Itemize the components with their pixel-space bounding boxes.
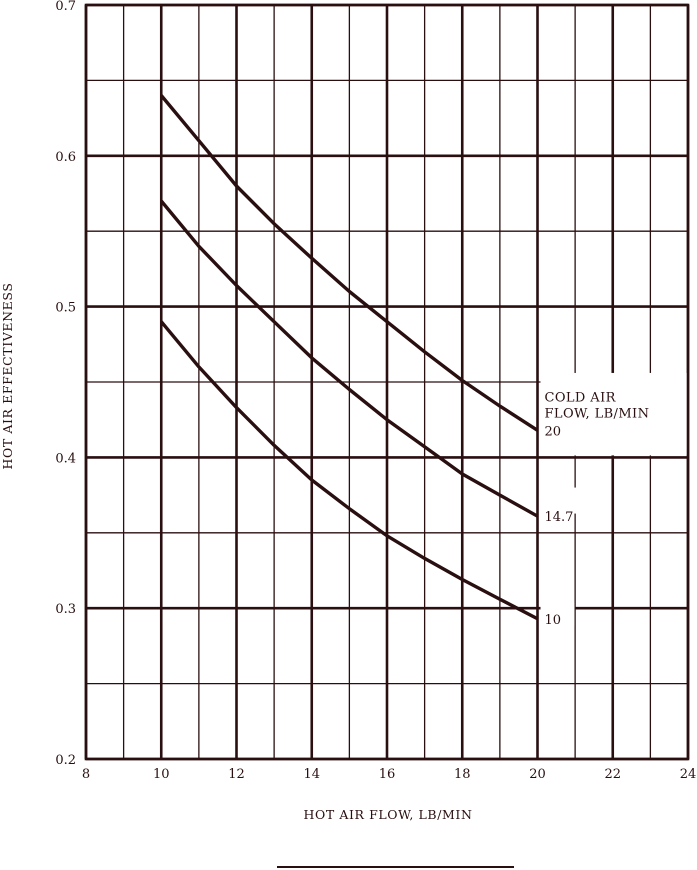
curve-label: 14.7 [545,510,574,525]
x-tick-label: 24 [680,767,697,782]
y-axis-title: HOT AIR EFFECTIVENESS [0,283,15,470]
y-tick-label: 0.6 [55,150,76,165]
curve-label-background [540,487,593,514]
x-tick-label: 14 [303,767,320,782]
legend-background [540,372,687,456]
series-line-20 [159,94,539,432]
legend-title-line-2: FLOW, LB/MIN [545,406,650,421]
x-tick-label: 12 [228,767,245,782]
x-tick-label: 18 [454,767,471,782]
legend-title-line-1: COLD AIR [545,391,617,406]
footer-rule [277,866,514,868]
y-tick-label: 0.3 [55,602,76,617]
x-tick-label: 8 [82,767,90,782]
curve-labels: 20 14.7 10 [545,424,574,627]
x-tick-label: 16 [379,767,396,782]
x-tick-label: 10 [153,767,170,782]
curves [159,94,539,621]
y-tick-label: 0.2 [55,753,76,768]
x-tick-label: 22 [604,767,621,782]
y-tick-label: 0.4 [55,451,76,466]
curve-label: 20 [545,424,562,439]
x-axis-title: HOT AIR FLOW, LB/MIN [303,807,472,822]
x-tick-label: 20 [529,767,546,782]
tick-labels: 8 10 12 14 16 18 20 22 24 0.2 0.3 0.4 0.5 0.6 0.7 [55,0,696,782]
plot-frame [84,3,690,761]
curve-label: 10 [545,613,562,628]
series-line-10 [159,320,539,621]
y-tick-label: 0.5 [55,301,76,316]
y-tick-label: 0.7 [55,0,76,14]
series-line-14-7 [159,199,539,518]
curve-label-background [540,602,575,627]
